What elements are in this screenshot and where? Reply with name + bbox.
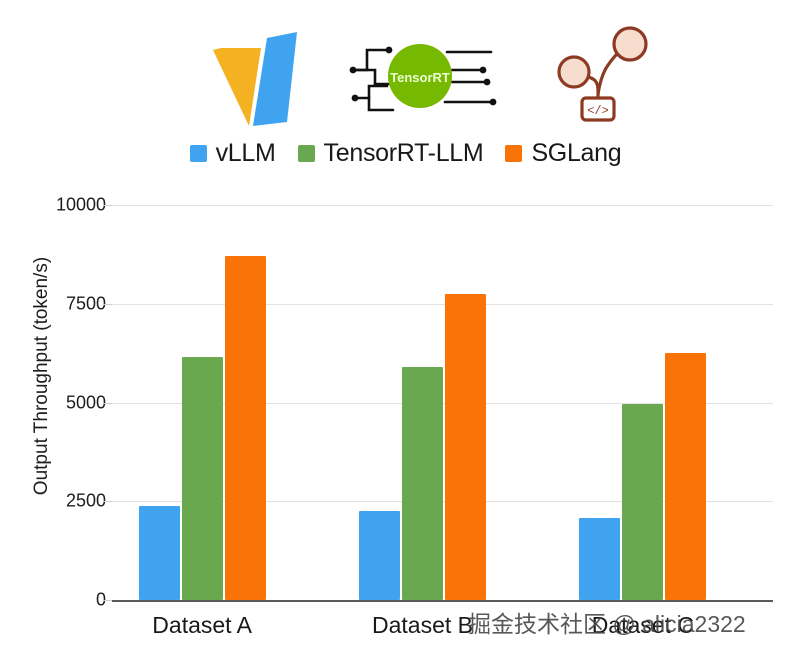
- y-axis-tickmark: [103, 600, 112, 601]
- y-axis-tick-labels: 0 2500 5000 7500 10000: [0, 170, 106, 656]
- legend-swatch-vllm: [189, 144, 207, 162]
- y-axis-tickmark: [103, 303, 112, 305]
- legend-item-vllm[interactable]: vLLM: [189, 138, 276, 168]
- bar-tensorrt-llm-dataset-a[interactable]: [181, 357, 223, 600]
- y-axis-tick-7500: 7500: [65, 293, 106, 314]
- plot-area: Dataset A Dataset B Dataset C: [103, 170, 773, 656]
- bar-sglang-dataset-c[interactable]: [665, 353, 707, 600]
- logo-strip: TensorRT </>: [0, 22, 811, 130]
- y-axis-tick-0: 0: [95, 589, 106, 610]
- y-axis-tick-2500: 2500: [65, 490, 106, 511]
- bar-vllm-dataset-b[interactable]: [359, 511, 400, 600]
- y-axis-tickmark: [103, 501, 112, 503]
- bar-vllm-dataset-a[interactable]: [138, 506, 180, 600]
- legend-item-sglang[interactable]: SGLang: [505, 138, 622, 168]
- y-axis-tick-10000: 10000: [55, 194, 106, 215]
- tensorrt-logo: TensorRT: [345, 22, 500, 127]
- legend-label-sglang: SGLang: [531, 138, 622, 167]
- x-axis-line: [112, 600, 773, 602]
- legend-swatch-tensorrt-llm: [297, 144, 315, 162]
- x-axis-label-dataset-a: Dataset A: [152, 612, 253, 638]
- legend-swatch-sglang: [505, 144, 523, 162]
- legend-item-tensorrt-llm[interactable]: TensorRT-LLM: [297, 138, 484, 168]
- legend-label-vllm: vLLM: [215, 138, 276, 167]
- bar-sglang-dataset-b[interactable]: [445, 293, 486, 600]
- chart-legend: vLLM TensorRT-LLM SGLang: [0, 136, 811, 170]
- bar-tensorrt-llm-dataset-b[interactable]: [402, 366, 443, 600]
- bar-vllm-dataset-c[interactable]: [579, 518, 621, 600]
- gridline: [112, 303, 773, 305]
- x-axis-label-dataset-b: Dataset B: [372, 612, 473, 638]
- legend-label-tensorrt-llm: TensorRT-LLM: [323, 138, 484, 167]
- x-axis-label-dataset-c: Dataset C: [591, 612, 694, 638]
- bar-chart: Output Throughput (token/s) 0 2500 5000 750…: [0, 170, 811, 656]
- y-axis-tickmark: [103, 205, 112, 206]
- gridline: [112, 205, 773, 206]
- sglang-logo: </>: [552, 22, 658, 127]
- bar-sglang-dataset-a[interactable]: [224, 256, 266, 600]
- tensorrt-logo-text: TensorRT: [390, 70, 450, 85]
- vllm-logo: [205, 22, 315, 127]
- bar-tensorrt-llm-dataset-c[interactable]: [622, 404, 664, 600]
- y-axis-tick-5000: 5000: [65, 392, 106, 412]
- y-axis-tickmark: [103, 402, 112, 404]
- sglang-code-glyph: </>: [587, 104, 609, 118]
